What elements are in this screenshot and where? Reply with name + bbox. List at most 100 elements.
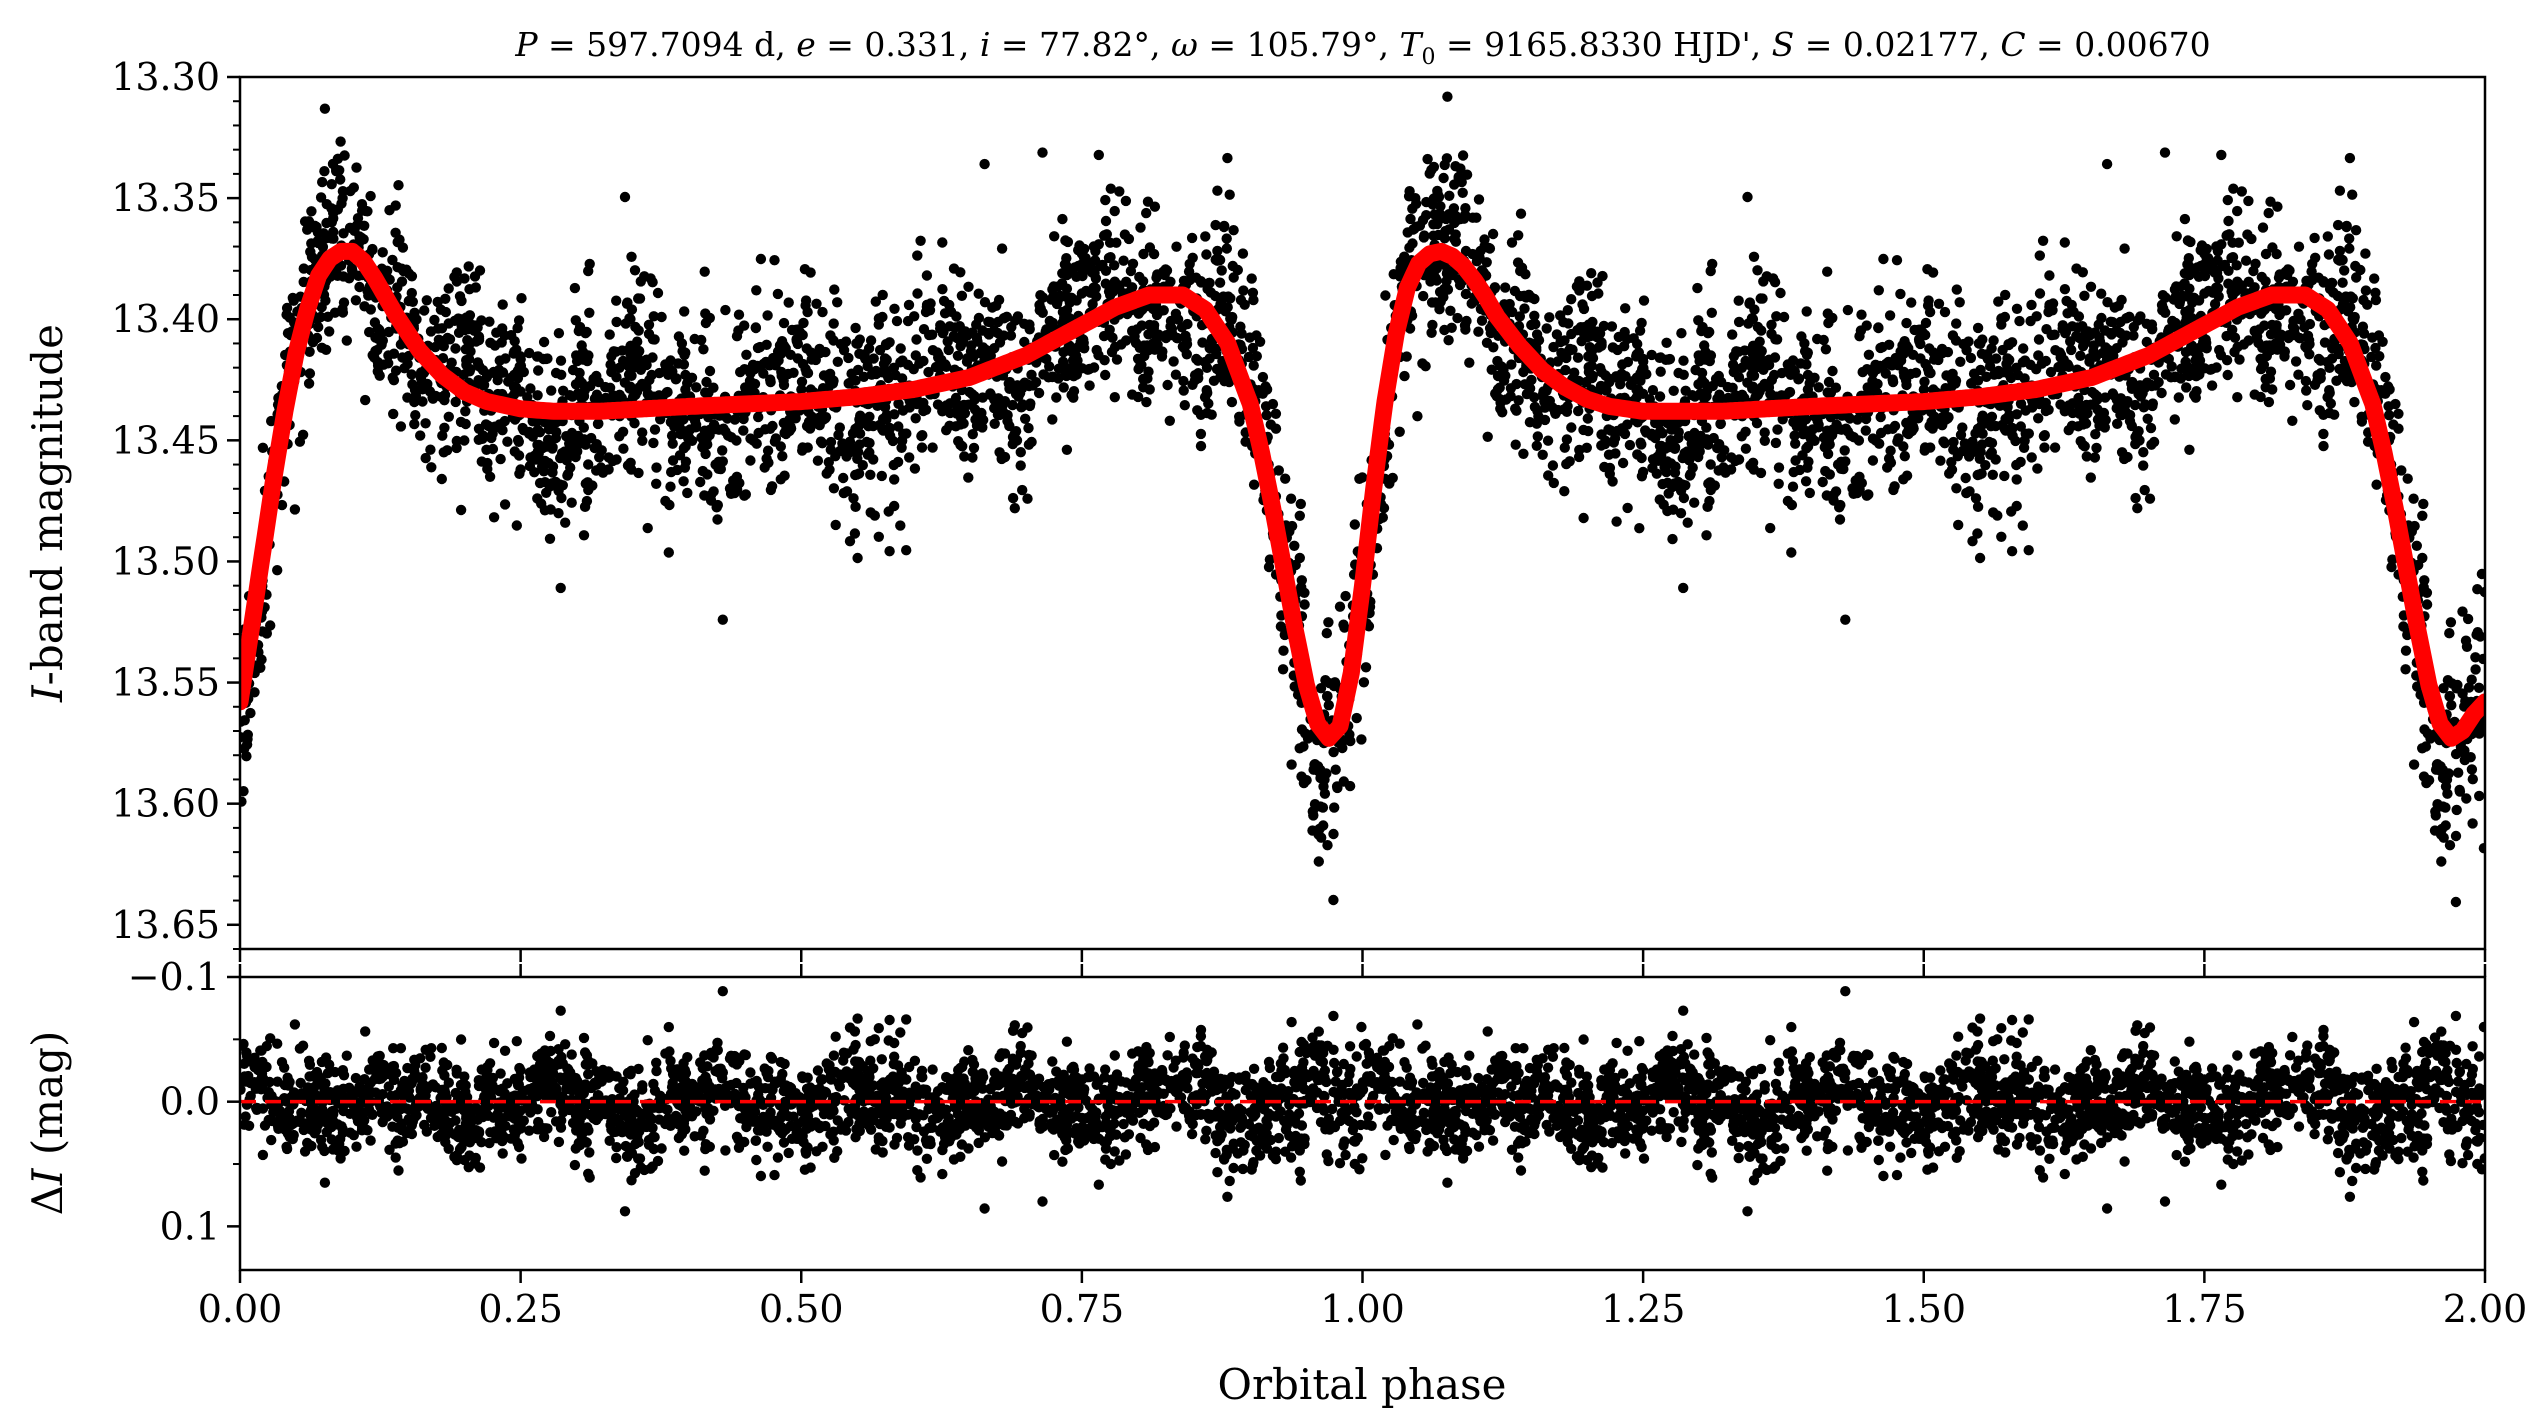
- observation-point: [870, 296, 881, 307]
- observation-point: [1612, 344, 1623, 356]
- observation-point: [303, 378, 315, 389]
- observation-point: [2079, 290, 2090, 301]
- observation-point: [1460, 203, 1471, 214]
- observation-point: [2287, 415, 2298, 426]
- residual-point: [1164, 1031, 1176, 1043]
- observation-point: [927, 442, 938, 453]
- observation-point: [889, 474, 900, 485]
- observation-point: [895, 343, 906, 354]
- observation-point: [1913, 324, 1924, 335]
- observation-point: [2371, 479, 2382, 490]
- observation-point: [1867, 384, 1879, 395]
- observation-point: [2436, 856, 2447, 867]
- observation-point: [695, 476, 706, 488]
- observation-point: [2306, 266, 2317, 277]
- observation-point: [1981, 352, 1993, 363]
- observation-point: [2272, 201, 2283, 212]
- observation-point: [2362, 436, 2374, 447]
- observation-point: [332, 270, 343, 281]
- observation-point: [585, 380, 596, 392]
- observation-point: [1519, 303, 1530, 314]
- residual-point: [884, 1014, 895, 1026]
- observation-point: [459, 435, 470, 446]
- observation-point: [2156, 387, 2167, 399]
- observation-point: [1159, 269, 1170, 281]
- observation-point: [436, 473, 447, 485]
- observation-point: [2393, 408, 2404, 419]
- observation-point: [1708, 432, 1719, 444]
- observation-point: [1675, 508, 1687, 519]
- observation-point: [527, 431, 538, 442]
- observation-point: [2221, 230, 2232, 241]
- observation-point: [1985, 449, 1996, 460]
- observation-point: [689, 415, 701, 427]
- observation-point: [1206, 409, 1217, 420]
- observation-point: [1922, 300, 1934, 311]
- observation-point: [2377, 336, 2388, 347]
- observation-point: [1321, 691, 1333, 702]
- observation-point: [2011, 500, 2022, 512]
- observation-point: [1765, 522, 1776, 534]
- observation-point: [1009, 428, 1020, 440]
- observation-point: [2182, 235, 2194, 246]
- observation-point: [1839, 445, 1850, 456]
- observation-point: [1578, 303, 1590, 315]
- observation-point: [594, 452, 605, 463]
- observation-point: [1990, 420, 2001, 432]
- observation-point: [1684, 455, 1695, 466]
- observation-point: [1695, 430, 1706, 442]
- observation-point: [320, 295, 331, 306]
- observation-point: [753, 427, 764, 439]
- observation-point: [2080, 418, 2092, 429]
- observation-point: [1234, 416, 1245, 427]
- observation-point: [2337, 277, 2348, 288]
- observation-point: [2461, 793, 2472, 804]
- observation-point: [632, 336, 643, 347]
- observation-point: [765, 376, 776, 388]
- observation-point: [911, 398, 923, 410]
- observation-point: [1695, 350, 1707, 362]
- observation-point: [963, 281, 974, 292]
- observation-point: [441, 334, 452, 345]
- observation-point: [1918, 384, 1930, 395]
- observation-point: [586, 432, 597, 444]
- observation-point: [2467, 774, 2478, 785]
- observation-point: [2243, 195, 2254, 207]
- residual-point: [1109, 1146, 1120, 1157]
- observation-point: [2057, 323, 2068, 334]
- observation-point: [1796, 331, 1807, 342]
- observation-point: [2141, 318, 2152, 329]
- observation-point: [1563, 318, 1574, 329]
- observation-point: [2050, 345, 2061, 356]
- observation-point: [1068, 392, 1079, 403]
- observation-point: [497, 323, 508, 334]
- y-tick-label: 13.35: [111, 176, 220, 220]
- observation-point: [1977, 334, 1988, 345]
- observation-point: [1309, 799, 1321, 810]
- observation-point: [1638, 295, 1650, 306]
- observation-point: [633, 467, 644, 479]
- observation-point: [799, 264, 811, 275]
- observation-point: [1178, 375, 1189, 387]
- observation-point: [1034, 299, 1045, 311]
- observation-point: [2006, 546, 2018, 557]
- observation-point: [827, 378, 839, 389]
- observation-point: [828, 483, 840, 494]
- observation-point: [1243, 351, 1255, 363]
- observation-point: [847, 428, 859, 439]
- observation-point: [2032, 463, 2043, 474]
- observation-point: [426, 462, 437, 473]
- observation-point: [1901, 317, 1912, 329]
- observation-point: [651, 478, 662, 489]
- observation-point: [2182, 309, 2193, 320]
- observation-point: [778, 317, 790, 329]
- observation-point: [1336, 738, 1347, 750]
- observation-point: [2331, 375, 2342, 386]
- observation-point: [1308, 810, 1319, 821]
- observation-point: [1007, 492, 1019, 504]
- observation-point: [996, 243, 1008, 254]
- observation-point: [2236, 186, 2247, 197]
- observation-point: [979, 297, 991, 308]
- observation-point: [1049, 231, 1060, 242]
- observation-point: [1210, 290, 1221, 302]
